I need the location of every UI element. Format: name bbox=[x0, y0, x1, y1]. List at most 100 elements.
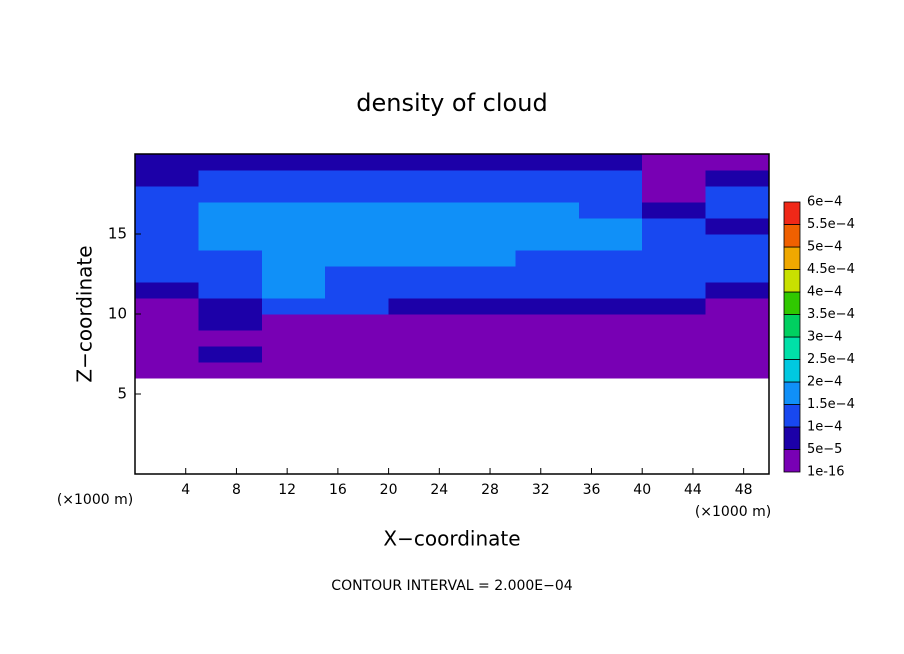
contour-cell bbox=[642, 154, 707, 171]
contour-cell bbox=[198, 330, 263, 347]
contour-cell bbox=[515, 234, 580, 251]
x-unit: (×1000 m) bbox=[695, 504, 771, 520]
contour-cell bbox=[705, 330, 770, 347]
contour-cell bbox=[388, 362, 453, 379]
contour-cell bbox=[261, 330, 326, 347]
contour-cell bbox=[135, 170, 199, 187]
contour-cell bbox=[452, 330, 516, 347]
contour-cell bbox=[325, 186, 390, 203]
y-unit: (×1000 m) bbox=[57, 492, 133, 508]
contour-cell bbox=[325, 330, 390, 347]
contour-cell bbox=[705, 282, 770, 299]
colorbar-label: 3.5e−4 bbox=[807, 307, 855, 322]
contour-cell bbox=[578, 234, 643, 251]
colorbar-label: 5.5e−4 bbox=[807, 217, 855, 232]
x-tick-label: 28 bbox=[481, 482, 499, 498]
contour-cell bbox=[261, 154, 326, 171]
contour-cell bbox=[452, 186, 516, 203]
contour-cell bbox=[578, 186, 643, 203]
contour-cell bbox=[325, 314, 390, 331]
contour-cell bbox=[135, 298, 199, 315]
contour-cell bbox=[198, 362, 263, 379]
contour-cell bbox=[578, 154, 643, 171]
contour-cell bbox=[642, 234, 707, 251]
contour-cell bbox=[261, 250, 326, 267]
x-tick-label: 40 bbox=[633, 482, 651, 498]
contour-cell bbox=[325, 266, 390, 283]
contour-cell bbox=[452, 234, 516, 251]
contour-cell bbox=[515, 330, 580, 347]
colorbar-label: 1e−4 bbox=[807, 420, 842, 435]
contour-cell bbox=[705, 298, 770, 315]
contour-cell bbox=[578, 202, 643, 219]
contour-cell bbox=[452, 282, 516, 299]
contour-cell bbox=[198, 282, 263, 299]
contour-cell bbox=[452, 266, 516, 283]
contour-cell bbox=[578, 218, 643, 235]
contour-cell bbox=[705, 234, 770, 251]
contour-cell bbox=[135, 330, 199, 347]
contour-cell bbox=[452, 362, 516, 379]
y-axis-label: Z−coordinate bbox=[73, 245, 97, 382]
contour-cell bbox=[705, 314, 770, 331]
contour-cell bbox=[388, 154, 453, 171]
x-tick-label: 44 bbox=[684, 482, 702, 498]
contour-cell bbox=[705, 250, 770, 267]
contour-cell bbox=[325, 218, 390, 235]
contour-cell bbox=[452, 170, 516, 187]
x-tick-label: 16 bbox=[329, 482, 347, 498]
colorbar-box bbox=[783, 426, 801, 450]
contour-cell bbox=[388, 266, 453, 283]
contour-cell bbox=[261, 170, 326, 187]
contour-cell bbox=[135, 346, 199, 363]
contour-cell bbox=[705, 346, 770, 363]
contour-cell bbox=[705, 170, 770, 187]
contour-cell bbox=[705, 218, 770, 235]
colorbar-label: 4e−4 bbox=[807, 285, 842, 300]
x-tick-label: 32 bbox=[532, 482, 550, 498]
colorbar-box bbox=[783, 246, 801, 270]
contour-cell bbox=[642, 218, 707, 235]
contour-cell bbox=[515, 266, 580, 283]
y-tick-label: 15 bbox=[108, 225, 127, 243]
contour-cell bbox=[325, 250, 390, 267]
y-tick-label: 10 bbox=[108, 305, 127, 323]
colorbar-label: 5e−5 bbox=[807, 442, 842, 457]
contour-cell bbox=[452, 202, 516, 219]
contour-cell bbox=[135, 314, 199, 331]
colorbar-label: 6e−4 bbox=[807, 195, 842, 210]
colorbar-label: 2.5e−4 bbox=[807, 352, 855, 367]
x-tick-label: 4 bbox=[181, 482, 190, 498]
contour-cell bbox=[198, 298, 263, 315]
contour-cell bbox=[578, 266, 643, 283]
contour-cell bbox=[705, 186, 770, 203]
contour-cell bbox=[578, 282, 643, 299]
contour-cell bbox=[135, 266, 199, 283]
contour-cell bbox=[642, 314, 707, 331]
contour-cell bbox=[578, 314, 643, 331]
contour-cell bbox=[705, 154, 770, 171]
contour-cell bbox=[388, 218, 453, 235]
contour-cell bbox=[452, 314, 516, 331]
contour-cell bbox=[198, 346, 263, 363]
contour-cell bbox=[198, 250, 263, 267]
colorbar-label: 3e−4 bbox=[807, 330, 842, 345]
contour-cell bbox=[578, 346, 643, 363]
contour-cell bbox=[388, 330, 453, 347]
x-tick-label: 48 bbox=[735, 482, 753, 498]
contour-cell bbox=[198, 170, 263, 187]
contour-cell bbox=[325, 298, 390, 315]
x-tick-label: 36 bbox=[583, 482, 601, 498]
contour-cell bbox=[388, 202, 453, 219]
contour-cell bbox=[388, 170, 453, 187]
contour-cell bbox=[705, 362, 770, 379]
contour-cell bbox=[642, 266, 707, 283]
contour-cell bbox=[642, 170, 707, 187]
contour-cell bbox=[642, 346, 707, 363]
contour-cell bbox=[198, 314, 263, 331]
contour-cell bbox=[578, 362, 643, 379]
contour-cell bbox=[135, 234, 199, 251]
contour-cell bbox=[515, 314, 580, 331]
contour-cell bbox=[261, 346, 326, 363]
